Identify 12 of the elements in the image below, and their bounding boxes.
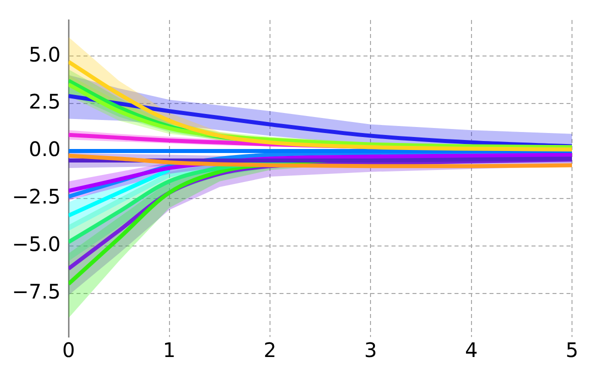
y-tick-label: −5.0 [12,232,61,256]
y-tick-label: −2.5 [12,184,61,209]
x-tick-label: 1 [162,338,176,362]
x-tick-label: 3 [364,338,377,362]
y-tick-label: −7.5 [12,280,61,304]
y-tick-label: 5.0 [28,42,61,66]
x-tick-label: 0 [62,338,75,362]
y-tick-label: 2.5 [28,90,61,114]
x-tick-label: 4 [464,338,478,362]
y-tick-label: 0.0 [28,137,61,162]
x-tick-label: 2 [264,338,276,362]
x-tick-label: 5 [566,338,578,362]
